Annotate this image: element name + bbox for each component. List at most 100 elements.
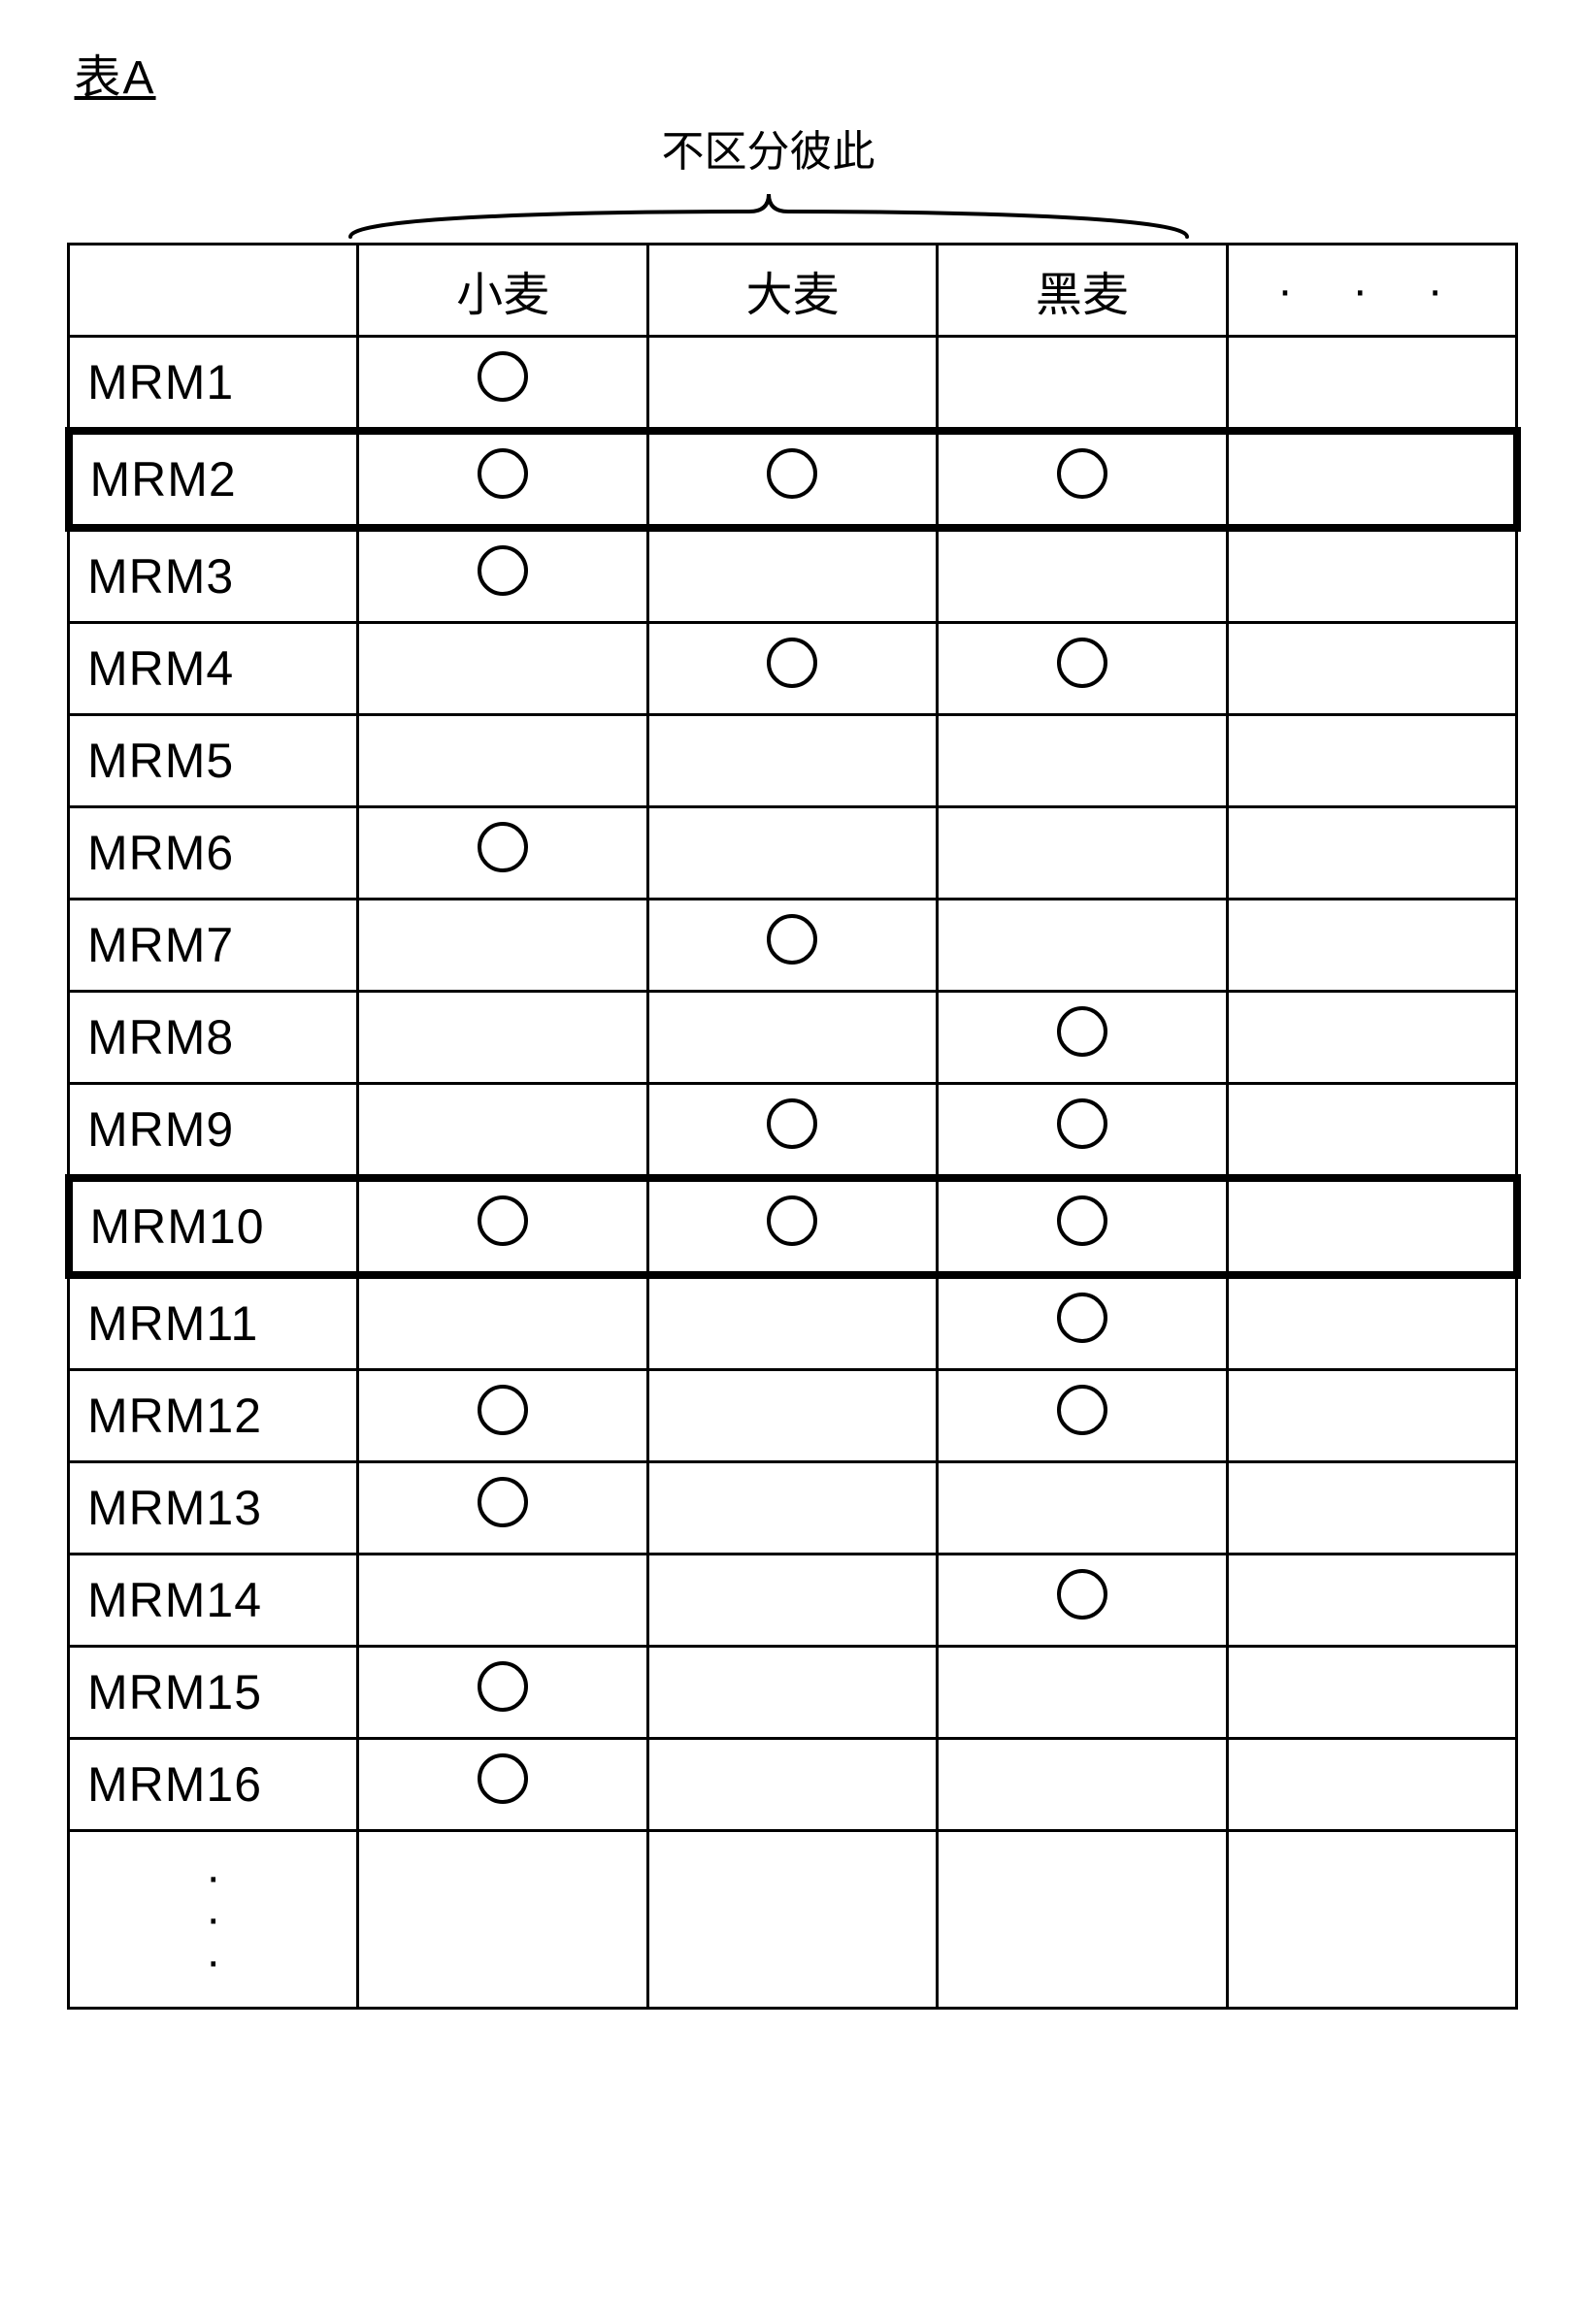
row-label: MRM8 (69, 992, 358, 1084)
cell (1227, 337, 1516, 432)
table-row: MRM10 (69, 1178, 1517, 1275)
cell (647, 1178, 937, 1275)
cell (647, 1462, 937, 1555)
cell (358, 1462, 647, 1555)
table-row: MRM8 (69, 992, 1517, 1084)
cell (358, 992, 647, 1084)
table-row: MRM3 (69, 528, 1517, 623)
cell (647, 1084, 937, 1179)
circle-mark-icon (1057, 1098, 1107, 1149)
header-row: 小麦大麦黑麦· · · (69, 245, 1517, 337)
cell (647, 528, 937, 623)
row-label: MRM11 (69, 1275, 358, 1370)
circle-mark-icon (1057, 1006, 1107, 1057)
cell (358, 1084, 647, 1179)
cell (1227, 715, 1516, 807)
cell (938, 623, 1227, 715)
circle-mark-icon (478, 1477, 528, 1527)
cell (647, 1831, 937, 2009)
bracket-annotation: 不区分彼此 (65, 116, 1521, 243)
circle-mark-icon (1057, 638, 1107, 688)
cell (647, 623, 937, 715)
cell (938, 1739, 1227, 1831)
row-label: MRM13 (69, 1462, 358, 1555)
cell (358, 1370, 647, 1462)
row-label: MRM2 (69, 431, 358, 528)
cell (1227, 1462, 1516, 1555)
cell (647, 715, 937, 807)
table-row: MRM12 (69, 1370, 1517, 1462)
cell (1227, 528, 1516, 623)
circle-mark-icon (767, 1098, 817, 1149)
row-label: MRM16 (69, 1739, 358, 1831)
cell (1227, 1275, 1516, 1370)
circle-mark-icon (767, 1195, 817, 1246)
cell (938, 900, 1227, 992)
cell (1227, 900, 1516, 992)
cell (358, 807, 647, 900)
cell (647, 1370, 937, 1462)
cell (647, 1555, 937, 1647)
cell (358, 900, 647, 992)
cell (938, 337, 1227, 432)
row-label: MRM10 (69, 1178, 358, 1275)
cell (358, 715, 647, 807)
cell (647, 1739, 937, 1831)
cell (647, 1647, 937, 1739)
circle-mark-icon (478, 545, 528, 596)
circle-mark-icon (478, 1195, 528, 1246)
circle-mark-icon (478, 448, 528, 499)
circle-mark-icon (1057, 448, 1107, 499)
table-row: MRM6 (69, 807, 1517, 900)
cell (647, 1275, 937, 1370)
ellipsis-vertical-icon: ··· (69, 1831, 358, 2009)
cell (1227, 1178, 1516, 1275)
header-col: 小麦 (358, 245, 647, 337)
table-row: MRM4 (69, 623, 1517, 715)
bracket-label: 不区分彼此 (347, 116, 1191, 179)
circle-mark-icon (1057, 1569, 1107, 1620)
cell (1227, 992, 1516, 1084)
circle-mark-icon (767, 638, 817, 688)
circle-mark-icon (767, 448, 817, 499)
cell (647, 992, 937, 1084)
circle-mark-icon (478, 1753, 528, 1804)
cell (938, 528, 1227, 623)
cell (1227, 1370, 1516, 1462)
cell (1227, 1831, 1516, 2009)
cell (938, 1462, 1227, 1555)
cell (938, 992, 1227, 1084)
cell (358, 1555, 647, 1647)
circle-mark-icon (1057, 1385, 1107, 1435)
cell (938, 1555, 1227, 1647)
cell (358, 1739, 647, 1831)
table-row: MRM13 (69, 1462, 1517, 1555)
table-row: MRM5 (69, 715, 1517, 807)
table-row: MRM16 (69, 1739, 1517, 1831)
circle-mark-icon (478, 822, 528, 872)
table-row: MRM2 (69, 431, 1517, 528)
header-blank (69, 245, 358, 337)
table-title: 表A (75, 39, 1521, 107)
cell (938, 1084, 1227, 1179)
cell (358, 431, 647, 528)
row-label: MRM14 (69, 1555, 358, 1647)
circle-mark-icon (478, 1661, 528, 1712)
row-label: MRM3 (69, 528, 358, 623)
row-label: MRM12 (69, 1370, 358, 1462)
row-label: MRM1 (69, 337, 358, 432)
cell (358, 1647, 647, 1739)
table-body: MRM1MRM2MRM3MRM4MRM5MRM6MRM7MRM8MRM9MRM1… (69, 337, 1517, 2009)
circle-mark-icon (478, 1385, 528, 1435)
header-col: 黑麦 (938, 245, 1227, 337)
cell (938, 1370, 1227, 1462)
circle-mark-icon (1057, 1195, 1107, 1246)
ellipsis-row: ··· (69, 1831, 1517, 2009)
cell (358, 528, 647, 623)
cell (358, 623, 647, 715)
circle-mark-icon (767, 914, 817, 965)
header-col: · · · (1227, 245, 1516, 337)
mrm-table: 小麦大麦黑麦· · · MRM1MRM2MRM3MRM4MRM5MRM6MRM7… (65, 243, 1521, 2010)
cell (358, 337, 647, 432)
row-label: MRM7 (69, 900, 358, 992)
